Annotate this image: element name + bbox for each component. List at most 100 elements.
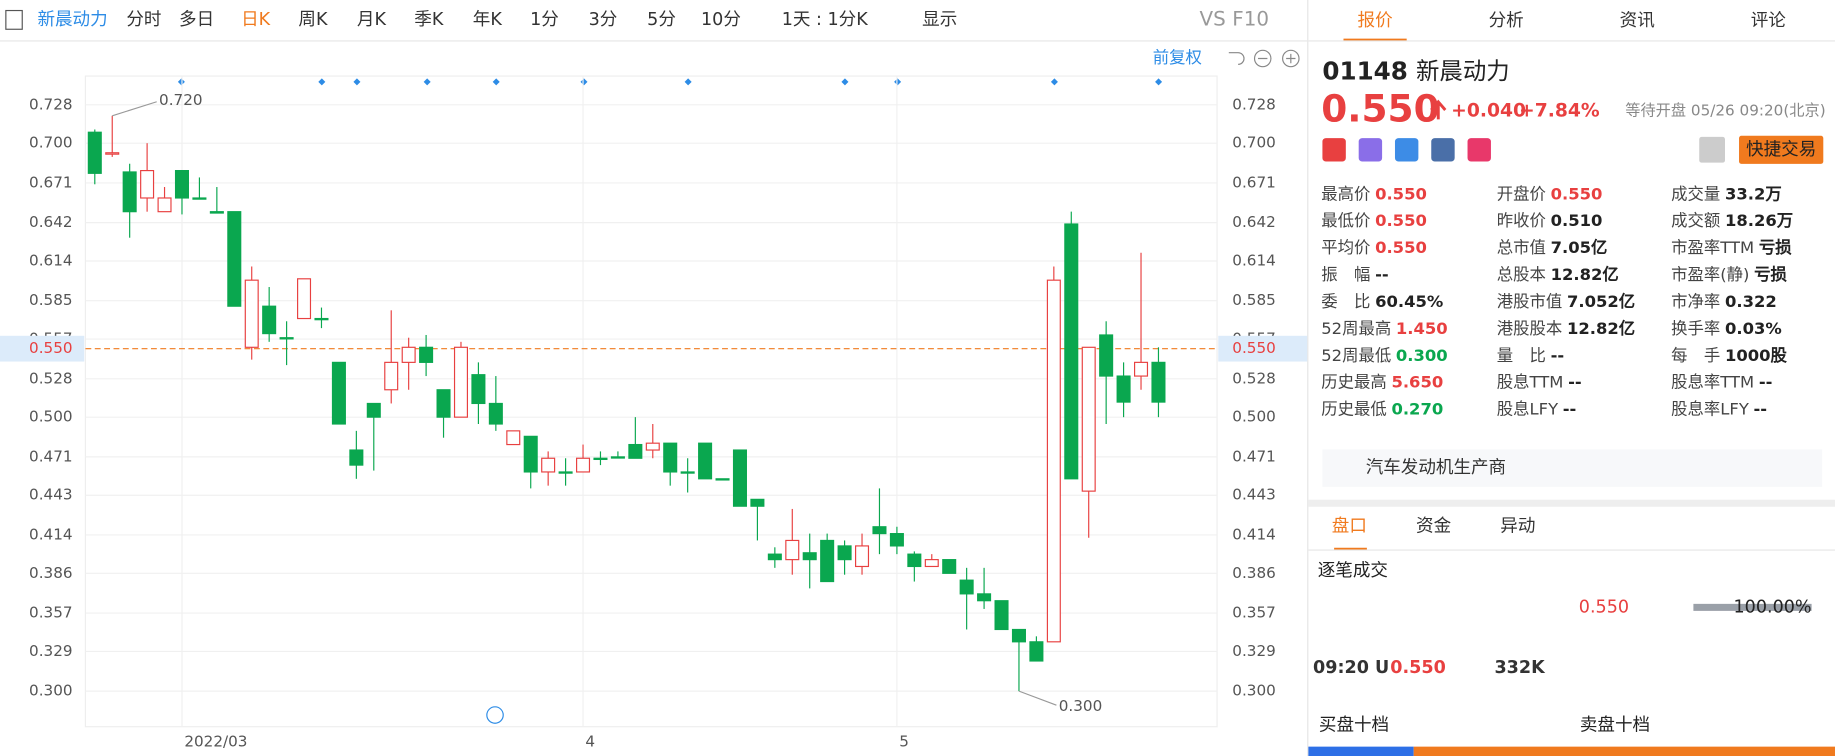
candle-body <box>593 457 608 461</box>
period-select[interactable]: 1天 : 1分K <box>782 10 868 30</box>
toolbar-tab[interactable]: 1分 <box>530 10 559 30</box>
y-tick-label-right: 0.386 <box>1232 564 1276 582</box>
candle-body <box>87 131 102 174</box>
panel-tab[interactable]: 分析 <box>1489 11 1524 31</box>
plot-frame <box>84 75 1218 728</box>
sub-tab[interactable]: 异动 <box>1500 517 1535 537</box>
stat-label: 股息率TTM <box>1671 372 1754 391</box>
panel-tab[interactable]: 评论 <box>1751 11 1787 31</box>
toolbar-tab[interactable]: 5分 <box>647 10 676 30</box>
high-note: 0.720 <box>159 91 203 109</box>
stat-row: 股息率LFY -- <box>1671 399 1767 418</box>
last-price: 0.550 <box>1321 87 1439 131</box>
stat-row: 市净率 0.322 <box>1671 291 1777 310</box>
vs-button[interactable]: VS <box>1200 7 1226 30</box>
stat-value: 0.300 <box>1396 345 1448 364</box>
sub-tab[interactable]: 资金 <box>1416 517 1452 537</box>
stat-row: 量 比 -- <box>1497 345 1564 364</box>
y-tick-label-right: 0.329 <box>1232 642 1276 660</box>
panel-tab[interactable]: 资讯 <box>1620 11 1655 31</box>
adjust-label[interactable]: 前复权 <box>1153 48 1202 67</box>
stat-value: 1.450 <box>1396 318 1448 337</box>
toolbar-tab[interactable]: 10分 <box>701 10 741 30</box>
x-tick-label: 5 <box>899 732 909 750</box>
candle-body <box>994 600 1009 631</box>
stat-value: 0.322 <box>1725 291 1777 310</box>
stat-row: 最高价 0.550 <box>1321 184 1427 203</box>
y-tick-label-right: 0.471 <box>1232 447 1276 465</box>
candle-body <box>453 346 468 418</box>
stat-label: 振 幅 <box>1321 265 1370 284</box>
stat-label: 历史最低 <box>1321 399 1387 418</box>
up-arrow <box>1430 99 1447 120</box>
candle-body <box>471 374 486 405</box>
event-icon[interactable] <box>486 706 504 724</box>
stock-code: 01148 <box>1322 57 1407 86</box>
candle-body <box>366 402 381 418</box>
stat-label: 成交量 <box>1671 184 1720 203</box>
y-tick-label: 0.700 <box>29 134 73 152</box>
toolbar-tab[interactable]: 周K <box>298 10 328 30</box>
candle-body <box>297 278 312 320</box>
stat-row: 港股股本 12.82亿 <box>1497 318 1635 337</box>
quick-trade-button[interactable] <box>1739 135 1824 164</box>
sub-tab[interactable]: 盘口 <box>1332 517 1367 537</box>
stat-label: 成交额 <box>1671 211 1720 230</box>
candle-body <box>663 442 678 473</box>
stat-row: 总股本 12.82亿 <box>1497 265 1619 284</box>
stat-row: 股息率TTM -- <box>1671 372 1772 391</box>
candle-body <box>645 442 660 451</box>
panel-tab[interactable]: 报价 <box>1358 11 1394 31</box>
y-tick-label-right: 0.728 <box>1232 95 1276 113</box>
candle-body <box>174 170 190 199</box>
candle-body <box>820 539 835 583</box>
display-menu[interactable]: 显示 <box>922 10 957 30</box>
toolbar-tab[interactable]: 日K <box>241 10 271 30</box>
zoom-controls[interactable] <box>1228 49 1300 68</box>
y-tick-label-right: 0.357 <box>1232 604 1276 622</box>
stock-name: 新晨动力 <box>1416 57 1510 85</box>
toolbar-tab[interactable]: 年K <box>473 10 503 30</box>
toolbar-tab[interactable]: 季K <box>414 10 444 30</box>
toolbar-tab[interactable]: 月K <box>357 10 387 30</box>
sidebar-icon[interactable] <box>5 9 23 30</box>
y-tick-label: 0.471 <box>29 447 73 465</box>
stat-value: 0.270 <box>1391 399 1443 418</box>
candle-body <box>314 317 329 321</box>
toolbar-tab[interactable]: 3分 <box>589 10 618 30</box>
stat-value: 亏损 <box>1759 238 1792 257</box>
y-tick-label: 0.443 <box>29 486 73 504</box>
candle-body <box>541 457 556 473</box>
candle-body <box>279 337 294 340</box>
quick-trade-label[interactable]: 快捷交易 <box>1746 140 1816 160</box>
stat-value: 亏损 <box>1754 265 1787 284</box>
high-note-line <box>112 101 157 117</box>
stat-value: 0.550 <box>1375 211 1427 230</box>
badge-icons[interactable] <box>1322 138 1491 162</box>
y-tick-label: 0.614 <box>29 251 73 269</box>
candle-body <box>698 442 713 480</box>
candle-body <box>384 361 399 391</box>
stat-row: 开盘价 0.550 <box>1497 184 1603 203</box>
stat-label: 股息LFY <box>1497 399 1559 418</box>
candle-body <box>732 449 747 507</box>
y-tick-label: 0.728 <box>29 95 73 113</box>
toolbar-tab[interactable]: 新晨动力 <box>37 10 107 30</box>
y-tick-label: 0.500 <box>29 408 73 426</box>
candle-body <box>105 152 120 155</box>
stat-row: 历史最高 5.650 <box>1321 372 1443 391</box>
y-tick-label-right: 0.528 <box>1232 369 1276 387</box>
candle-body <box>523 435 538 473</box>
ratio-bar <box>1693 603 1812 611</box>
f10-button[interactable]: F10 <box>1232 7 1269 30</box>
stat-row: 市盈率TTM 亏损 <box>1671 238 1792 257</box>
ask-bar <box>1413 746 1835 756</box>
toolbar-tab[interactable]: 多日 <box>179 10 214 30</box>
stat-value: -- <box>1551 345 1565 364</box>
candle-body <box>1064 223 1079 480</box>
toolbar-tab[interactable]: 分时 <box>126 10 161 30</box>
candle-body <box>802 552 817 561</box>
y-tick-label-right: 0.443 <box>1232 486 1276 504</box>
stat-value: -- <box>1563 399 1577 418</box>
alert-icon[interactable] <box>1699 136 1725 163</box>
